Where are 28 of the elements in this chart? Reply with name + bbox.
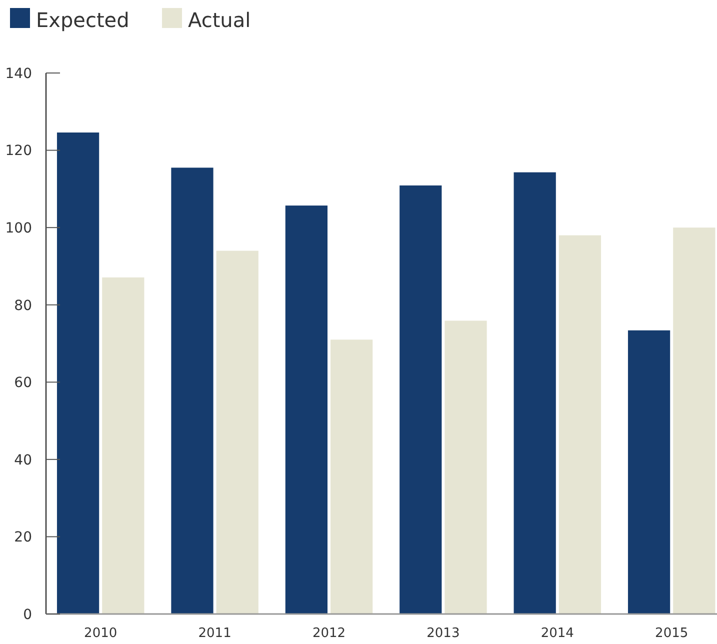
x-tick-label: 2013: [426, 626, 460, 641]
y-tick-label: 100: [5, 220, 32, 236]
x-tick-label: 2015: [655, 626, 688, 641]
bar: [514, 172, 556, 614]
bar: [330, 340, 373, 614]
bar: [102, 277, 144, 614]
bar: [216, 250, 258, 614]
legend-label: Expected: [36, 8, 130, 32]
x-tick-label: 2010: [84, 626, 118, 641]
x-tick-label: 2011: [198, 626, 232, 641]
y-tick-label: 60: [14, 375, 32, 392]
legend-label: Actual: [188, 8, 251, 32]
bar: [56, 132, 100, 614]
bar: [628, 330, 670, 614]
bar: [558, 235, 602, 614]
bar: [673, 228, 716, 614]
y-tick-label: 20: [14, 530, 32, 546]
x-tick-label: 2014: [540, 626, 574, 641]
y-tick-label: 0: [23, 606, 32, 623]
bar: [285, 206, 328, 614]
y-tick-label: 80: [14, 298, 32, 314]
bar: [171, 168, 214, 614]
x-tick-label: 2012: [312, 626, 346, 641]
y-tick-label: 120: [5, 143, 32, 160]
bar: [400, 185, 442, 614]
y-tick-label: 140: [5, 66, 32, 82]
bar: [444, 320, 487, 614]
y-tick-label: 40: [14, 452, 32, 468]
